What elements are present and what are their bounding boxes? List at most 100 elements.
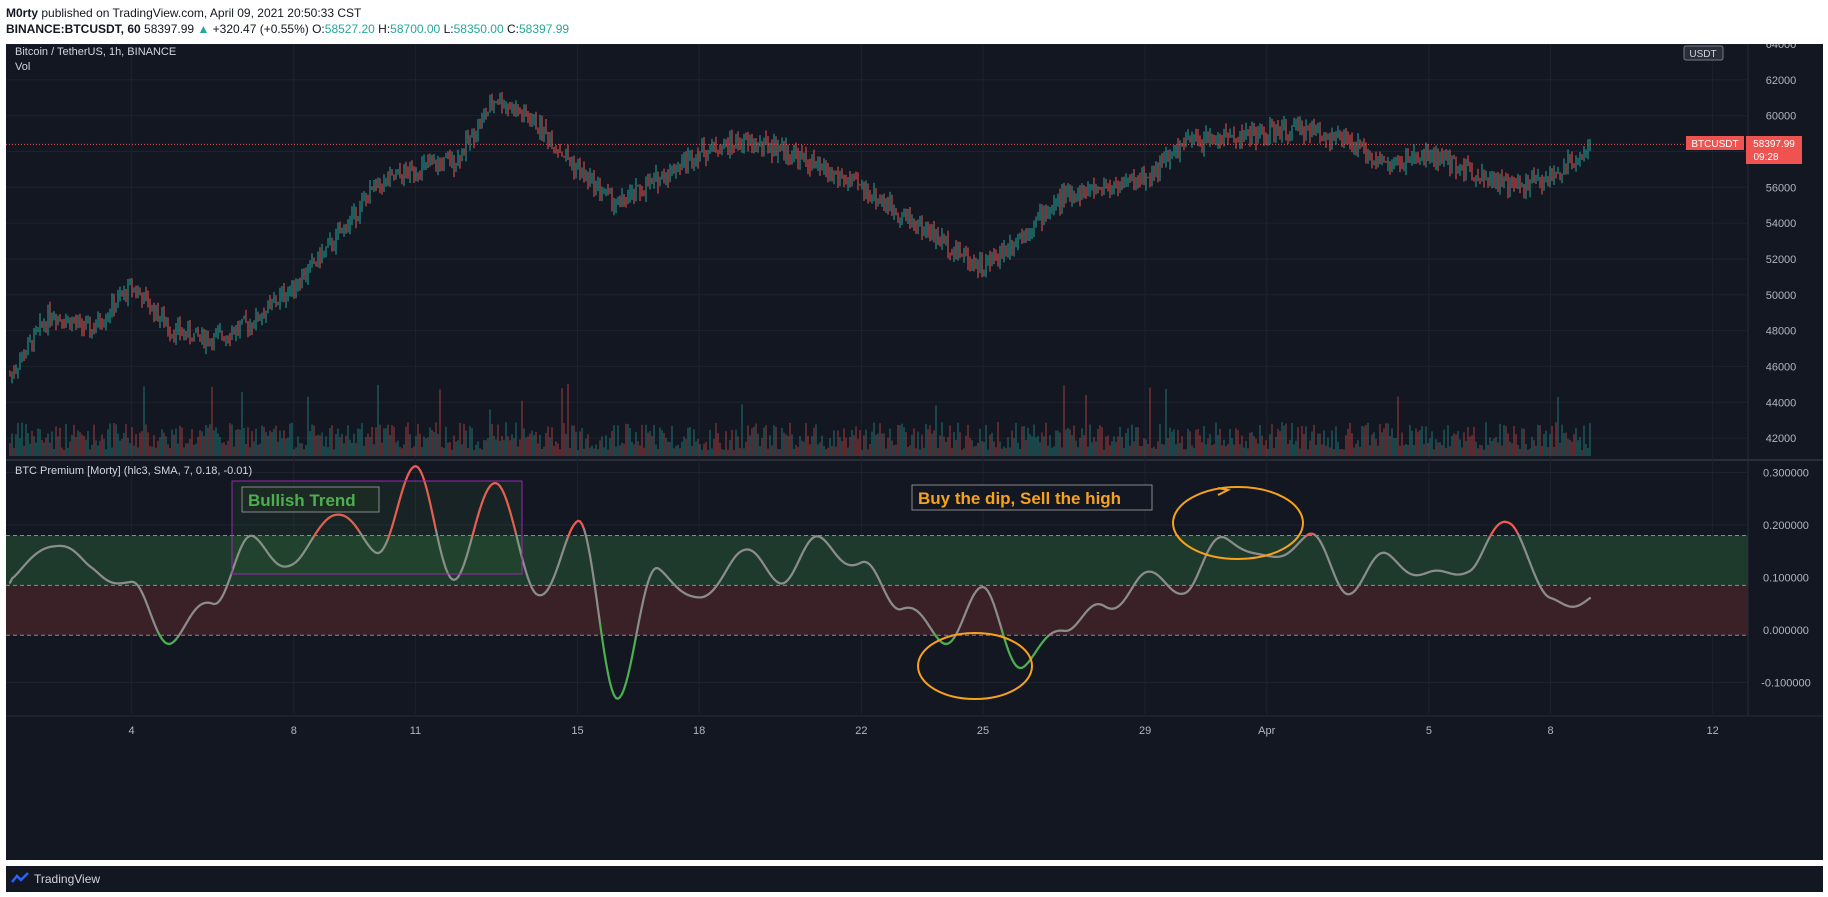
volume-bar — [85, 439, 87, 456]
premium-segment — [506, 503, 512, 513]
brand-name[interactable]: TradingView — [34, 872, 101, 886]
volume-bar — [51, 431, 53, 456]
volume-bar — [371, 427, 373, 456]
volume-bar — [953, 432, 955, 456]
volume-bar — [653, 424, 655, 456]
volume-bar — [773, 425, 775, 456]
volume-bar — [603, 447, 605, 456]
bullish-label-box — [241, 486, 380, 513]
volume-bar — [535, 431, 537, 456]
volume-bar — [1129, 445, 1131, 456]
volume-bar — [865, 429, 867, 456]
volume-bar — [871, 431, 873, 456]
volume-bar — [1473, 426, 1475, 456]
volume-bar — [1079, 437, 1081, 456]
tradingview-logo-icon[interactable] — [10, 870, 30, 886]
volume-bar — [55, 426, 57, 456]
volume-bar — [461, 444, 463, 456]
volume-bar — [703, 443, 705, 456]
volume-bar — [1205, 444, 1207, 456]
volume-bar — [937, 447, 939, 456]
volume-bar — [1041, 432, 1043, 456]
volume-bar — [673, 448, 675, 456]
volume-bar — [943, 436, 945, 456]
volume-bar — [197, 436, 199, 456]
volume-bar — [555, 441, 557, 456]
volume-bar — [667, 441, 669, 456]
volume-bar — [1515, 434, 1517, 456]
volume-bar — [571, 425, 573, 456]
volume-bar — [1417, 431, 1419, 456]
volume-bar — [11, 433, 13, 456]
volume-bar — [263, 426, 265, 456]
volume-bar — [1151, 448, 1153, 456]
volume-bar — [1011, 430, 1013, 456]
volume-bar — [29, 443, 31, 456]
volume-bar — [765, 425, 767, 456]
volume-bar — [337, 428, 339, 456]
volume-bar — [739, 448, 741, 456]
volume-bar — [1339, 449, 1341, 456]
volume-bar — [961, 449, 963, 456]
premium-segment — [474, 514, 480, 524]
premium-segment — [424, 485, 430, 496]
volume-bar — [127, 437, 129, 456]
premium-segment — [472, 521, 478, 532]
volume-bar — [161, 429, 163, 456]
volume-bar — [1555, 422, 1557, 456]
volume-bar — [841, 441, 843, 456]
countdown-label: 09:28 — [1753, 152, 1778, 163]
volume-bar — [227, 440, 229, 456]
volume-bar — [1289, 439, 1291, 456]
volume-bar — [541, 448, 543, 456]
premium-segment — [626, 665, 632, 677]
volume-bar — [491, 423, 493, 456]
volume-bar — [233, 446, 235, 456]
volume-bar — [617, 425, 619, 456]
premium-segment — [398, 490, 404, 500]
volume-bar — [413, 446, 415, 456]
price-tick-label: 56000 — [1766, 182, 1797, 194]
volume-bar — [1091, 442, 1093, 456]
volume-bar — [471, 428, 473, 456]
volume-bar — [459, 422, 461, 456]
sell-high-ellipse[interactable] — [1172, 486, 1304, 560]
volume-bar — [1049, 435, 1051, 456]
buy-dip-ellipse[interactable] — [917, 632, 1033, 700]
volume-bar — [401, 448, 403, 456]
volume-bar — [1243, 447, 1245, 456]
volume-bar — [475, 444, 477, 456]
volume-bar — [473, 449, 475, 456]
volume-bar — [37, 428, 39, 456]
author-name[interactable]: M0rty — [6, 6, 39, 20]
price-pane-title: Bitcoin / TetherUS, 1h, BINANCE — [15, 46, 176, 58]
volume-bar — [1169, 427, 1171, 456]
volume-bar — [525, 437, 527, 456]
volume-bar — [327, 447, 329, 456]
volume-bar — [351, 442, 353, 456]
volume-bar — [585, 438, 587, 456]
volume-bar — [677, 444, 679, 456]
indicator-axis[interactable]: -0.100000 0.000000 0.100000 0.200000 0.30000… — [1761, 468, 1811, 690]
price-axis[interactable]: 42000 44000 46000 48000 50000 52000 54000 56000… — [1766, 44, 1797, 445]
chart-canvas[interactable]: Bullish Trend Buy the dip, Sell the high… — [6, 44, 1823, 860]
volume-bar — [843, 428, 845, 456]
volume-bar — [829, 438, 831, 456]
chart-frame[interactable]: Bullish Trend Buy the dip, Sell the high… — [6, 44, 1823, 860]
volume-bar — [101, 434, 103, 456]
volume-bar — [545, 432, 547, 456]
volume-bar — [821, 435, 823, 456]
volume-bar — [35, 442, 37, 456]
volume-bar — [1383, 428, 1385, 456]
volume-bar — [1471, 435, 1473, 456]
volume-bar — [629, 428, 631, 456]
premium-segment — [468, 536, 474, 546]
volume-bar — [441, 446, 443, 456]
volume-bar — [151, 446, 153, 456]
volume-bar — [33, 436, 35, 456]
volume-bar — [1425, 426, 1427, 456]
volume-bar — [1211, 445, 1213, 456]
time-axis[interactable]: 4 8 11 15 18 22 25 29 Apr 5 8 12 — [129, 725, 1719, 737]
volume-bar — [307, 396, 309, 456]
premium-segment — [582, 527, 588, 538]
